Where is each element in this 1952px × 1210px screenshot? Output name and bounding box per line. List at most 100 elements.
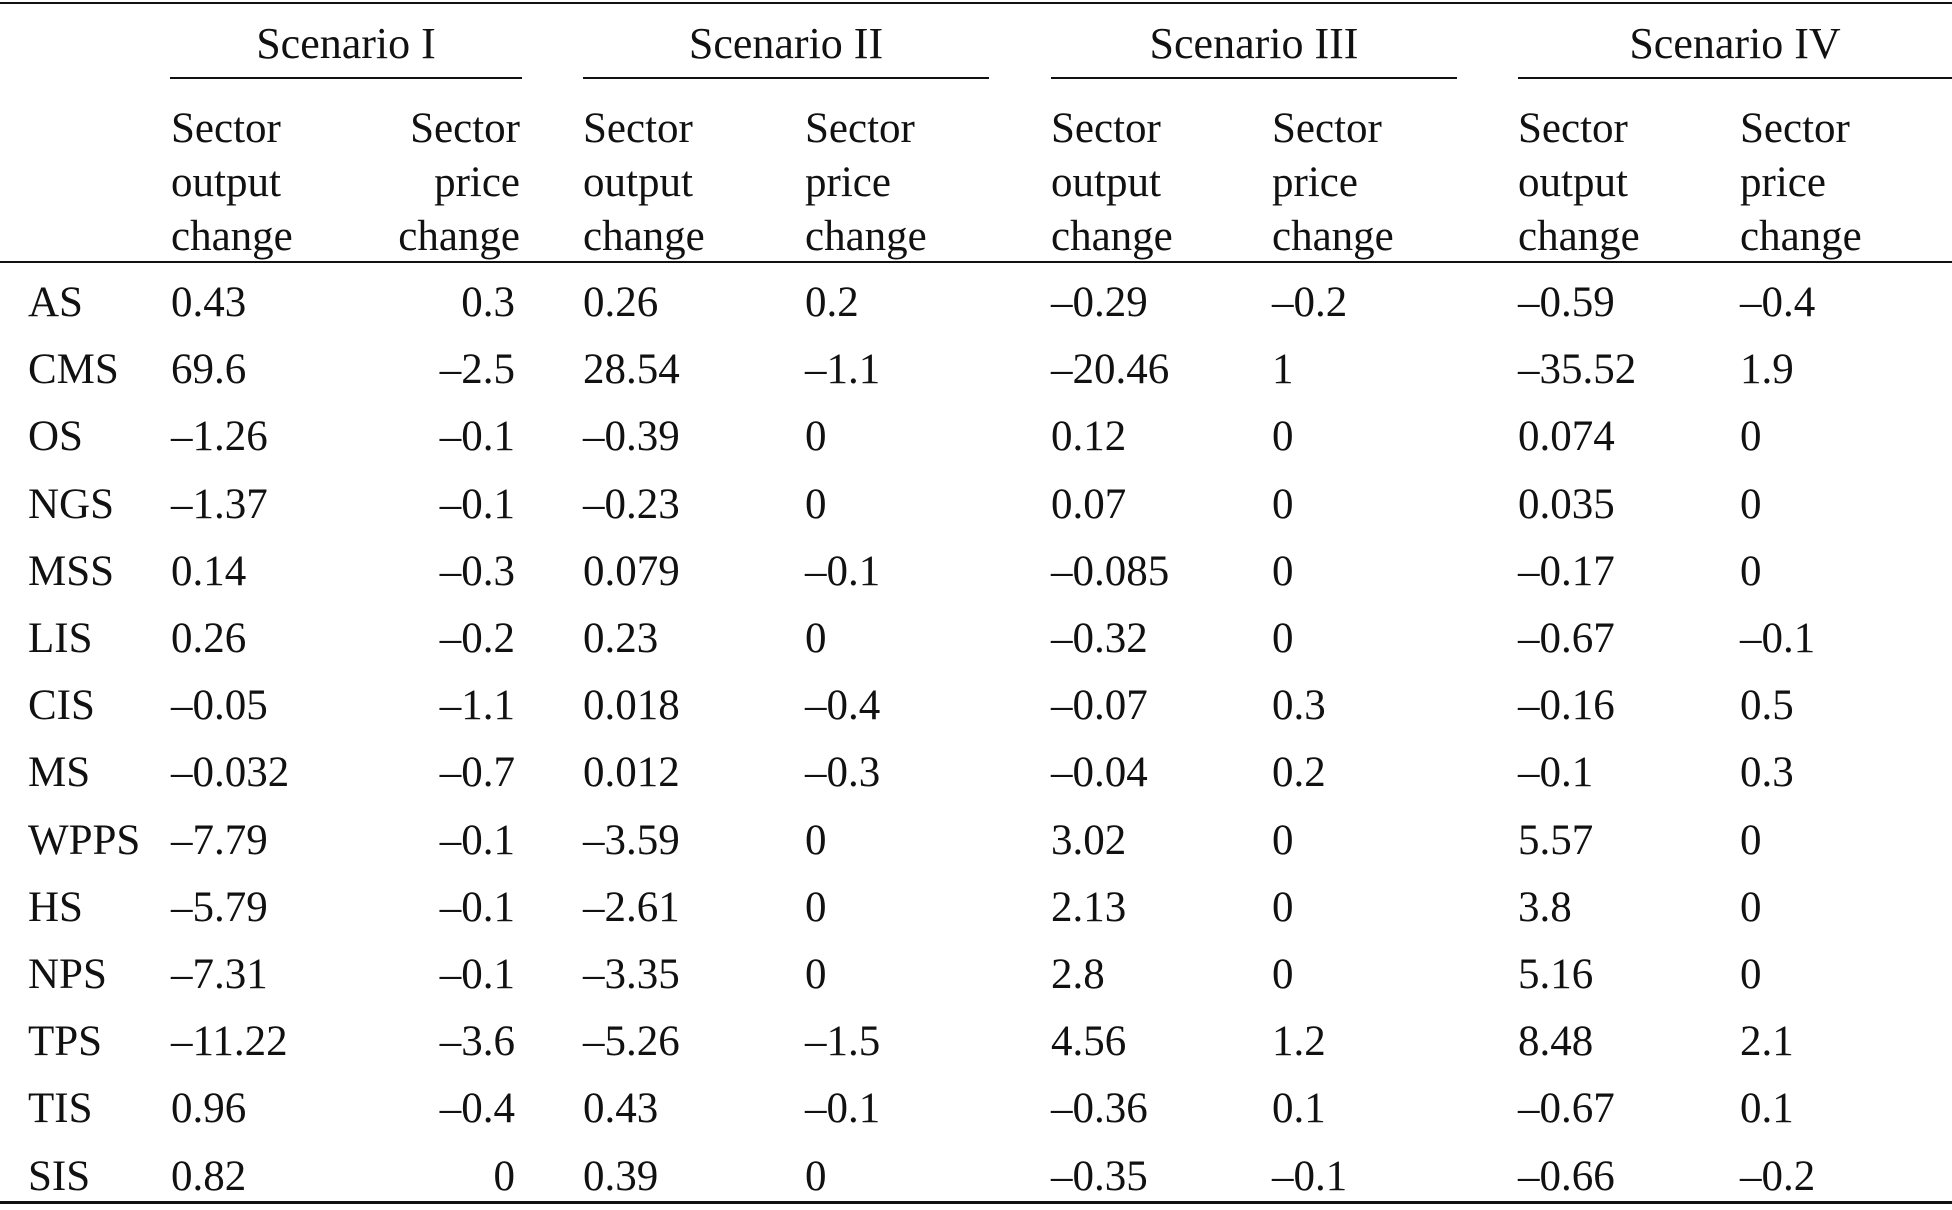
s1-output-cell: 69.6 [171,346,247,394]
s3-output-cell: –0.07 [1051,682,1148,730]
sector-label: CMS [28,346,119,394]
s4-price-cell: 1.9 [1740,346,1794,394]
s1-price-header: Sector price change [398,105,520,260]
table-row: TPS –11.22 –3.6 –5.26 –1.5 4.56 1.2 8.48 2.1 [0,1008,1952,1075]
s1-output-cell: 0.14 [171,547,247,595]
s4-price-header: Sector price change [1740,105,1862,260]
table-row: CMS 69.6 –2.5 28.54 –1.1 –20.46 1 –35.52 1.9 [0,336,1952,403]
s2-price-cell: –0.4 [805,682,881,730]
s3-price-cell: 0.1 [1272,1085,1326,1133]
sector-label: TIS [28,1085,93,1133]
s4-output-cell: –0.66 [1518,1152,1615,1200]
s3-price-cell: 0 [1272,615,1294,662]
s4-price-cell: 0 [1740,951,1762,998]
s2-output-cell: –0.39 [583,413,680,461]
s3-output-cell: –20.46 [1051,346,1170,394]
s1-output-cell: –7.31 [171,951,268,998]
s2-price-cell: 0.2 [805,279,859,326]
sector-label: MSS [28,547,115,595]
s1-price-cell: –3.6 [439,1018,515,1066]
s1-price-cell: 0 [493,1152,516,1200]
table-row: HS –5.79 –0.1 –2.61 0 2.13 0 3.8 0 [0,874,1952,941]
scenario-4-rule [1518,77,1952,79]
table-row: NGS –1.37 –0.1 –0.23 0 0.07 0 0.035 0 [0,471,1952,538]
s2-price-cell: 0 [805,1152,827,1200]
s4-output-cell: 8.48 [1518,1018,1594,1066]
s1-price-cell: –0.7 [439,749,515,797]
s3-output-cell: –0.085 [1051,547,1170,595]
table-row: SIS 0.82 0 0.39 0 –0.35 –0.1 –0.66 –0.2 [0,1143,1952,1210]
s1-output-cell: –0.05 [171,682,268,730]
s2-price-cell: –0.1 [805,547,881,595]
s2-price-cell: 0 [805,816,827,864]
s4-price-cell: –0.2 [1740,1152,1816,1200]
table-row: MSS 0.14 –0.3 0.079 –0.1 –0.085 0 –0.17 0 [0,538,1952,605]
s2-output-cell: 0.39 [583,1152,659,1200]
sector-label: WPPS [28,816,141,864]
scenario-2-rule [583,77,989,79]
table-row: OS –1.26 –0.1 –0.39 0 0.12 0 0.074 0 [0,403,1952,470]
s4-output-cell: –0.67 [1518,615,1615,662]
table-row: MS –0.032 –0.7 0.012 –0.3 –0.04 0.2 –0.1 0.3 [0,739,1952,806]
s4-price-cell: 0.5 [1740,682,1794,730]
s4-output-header: Sector output change [1518,105,1640,260]
s3-output-cell: –0.29 [1051,279,1148,326]
s2-price-cell: –0.3 [805,749,881,797]
sector-label: AS [28,279,83,326]
s2-output-cell: –0.23 [583,480,680,528]
s3-output-cell: –0.32 [1051,615,1148,662]
table-row: NPS –7.31 –0.1 –3.35 0 2.8 0 5.16 0 [0,941,1952,1008]
table-row: CIS –0.05 –1.1 0.018 –0.4 –0.07 0.3 –0.16 0.5 [0,672,1952,739]
s4-price-cell: 0 [1740,480,1762,528]
table-row: WPPS –7.79 –0.1 –3.59 0 3.02 0 5.57 0 [0,807,1952,874]
s2-price-cell: 0 [805,480,827,528]
s1-output-header: Sector output change [171,105,293,260]
s4-price-cell: –0.1 [1740,615,1816,662]
s1-price-cell: –0.3 [439,547,515,595]
s2-output-cell: –3.35 [583,951,680,998]
scenario-1-rule [170,77,522,79]
s3-price-cell: 0.2 [1272,749,1326,797]
table-row: LIS 0.26 –0.2 0.23 0 –0.32 0 –0.67 –0.1 [0,605,1952,672]
s1-output-cell: –11.22 [171,1018,288,1066]
s4-price-cell: 0.1 [1740,1085,1794,1133]
table-bottom-rule [0,1201,1952,1204]
s1-output-cell: –1.37 [171,480,268,528]
s3-price-cell: 0 [1272,816,1294,864]
table-row: TIS 0.96 –0.4 0.43 –0.1 –0.36 0.1 –0.67 0.1 [0,1075,1952,1142]
s2-output-cell: 0.012 [583,749,680,797]
s3-price-cell: 0.3 [1272,682,1326,730]
s3-price-cell: 0 [1272,547,1294,595]
s3-output-cell: 0.12 [1051,413,1127,461]
s2-price-cell: 0 [805,413,827,461]
scenario-3-header: Scenario III [1149,19,1359,68]
s2-price-cell: 0 [805,951,827,998]
s2-output-cell: –3.59 [583,816,680,864]
s2-output-cell: 0.079 [583,547,680,595]
scenario-4-header: Scenario IV [1629,19,1841,68]
s4-price-cell: 0 [1740,547,1762,595]
s1-output-cell: –0.032 [171,749,290,797]
s4-output-cell: 3.8 [1518,883,1572,931]
s1-price-cell: –1.1 [439,682,515,730]
s4-output-cell: 0.074 [1518,413,1615,461]
s3-output-cell: –0.04 [1051,749,1148,797]
s3-output-cell: 3.02 [1051,816,1127,864]
s3-price-cell: 1.2 [1272,1018,1326,1066]
s1-price-cell: –0.1 [439,413,515,461]
s2-output-cell: 0.23 [583,615,659,662]
s4-output-cell: –0.59 [1518,279,1615,326]
s4-output-cell: –0.67 [1518,1085,1615,1133]
s1-output-cell: –5.79 [171,883,268,931]
s1-price-cell: –0.2 [439,615,515,662]
s1-price-cell: –0.1 [439,951,515,998]
s3-output-header: Sector output change [1051,105,1173,260]
s4-output-cell: 5.16 [1518,951,1594,998]
s4-price-cell: –0.4 [1740,279,1816,326]
scenario-1-header: Scenario I [256,19,436,68]
s4-output-cell: –0.17 [1518,547,1615,595]
s4-price-cell: 0 [1740,816,1762,864]
s3-output-cell: –0.35 [1051,1152,1148,1200]
s4-output-cell: 0.035 [1518,480,1615,528]
s2-output-header: Sector output change [583,105,705,260]
